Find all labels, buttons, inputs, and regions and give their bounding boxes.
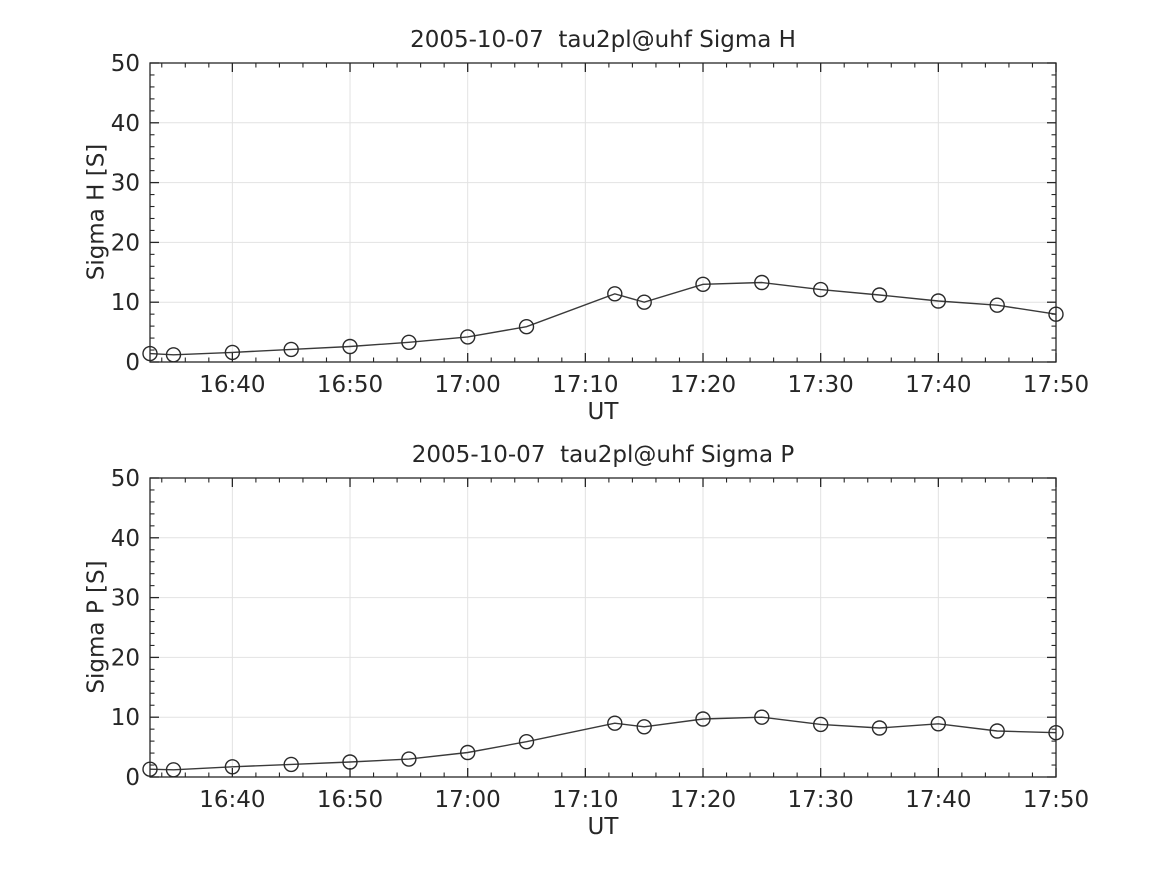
data-point-marker [813, 281, 829, 298]
x-tick-label: 17:10 [552, 787, 618, 813]
data-point-marker [607, 715, 623, 731]
x-tick-label: 17:40 [905, 787, 971, 813]
x-tick-label: 17:50 [1023, 372, 1089, 398]
y-tick-label: 20 [111, 230, 140, 256]
data-point-marker [754, 274, 770, 291]
y-tick-label: 0 [125, 350, 140, 376]
data-point-marker [695, 711, 711, 727]
y-tick-label: 20 [111, 645, 140, 671]
data-line-sigma-p [149, 716, 1057, 771]
data-point-marker [871, 720, 888, 736]
x-tick-label: 16:50 [317, 787, 383, 813]
data-point-marker [695, 276, 711, 292]
x-tick-label: 17:10 [552, 372, 618, 398]
x-tick-label: 17:20 [670, 372, 736, 398]
chart-title-sigma-p: 2005-10-07 tau2pl@uhf Sigma P [411, 442, 795, 468]
data-point-marker [401, 751, 417, 767]
y-tick-label: 40 [111, 526, 140, 552]
y-tick-label: 30 [111, 171, 140, 197]
x-tick-label: 16:50 [317, 372, 383, 398]
chart-title-sigma-h: 2005-10-07 tau2pl@uhf Sigma H [410, 27, 796, 53]
data-point-marker [754, 709, 770, 725]
x-tick-label: 17:30 [788, 372, 854, 398]
y-tick-label: 50 [111, 51, 140, 77]
data-point-marker [636, 719, 652, 735]
x-tick-label: 17:00 [435, 372, 501, 398]
y-tick-label: 10 [111, 290, 140, 316]
data-point-marker [283, 341, 299, 358]
x-tick-label: 17:30 [788, 787, 854, 813]
y-tick-label: 40 [111, 111, 140, 137]
data-line-sigma-h [149, 281, 1057, 356]
axes-box [149, 62, 1057, 363]
data-point-marker [813, 716, 829, 733]
x-tick-label: 17:00 [435, 787, 501, 813]
data-point-marker [518, 734, 535, 750]
y-tick-label: 10 [111, 705, 140, 731]
x-tick-label: 16:40 [199, 787, 265, 813]
y-tick-label: 0 [125, 765, 140, 791]
y-tick-label: 50 [111, 466, 140, 492]
data-point-marker [283, 756, 299, 773]
y-axis-label-sigma-h: Sigma H [S] [83, 143, 110, 281]
axes-box [149, 477, 1057, 778]
data-point-marker [930, 716, 946, 732]
y-axis-label-sigma-p: Sigma P [S] [83, 560, 110, 694]
data-point-marker [989, 297, 1005, 313]
data-point-marker [460, 329, 476, 345]
data-point-marker [636, 294, 652, 310]
data-point-marker [930, 293, 946, 309]
data-point-marker [607, 286, 623, 302]
data-point-marker [460, 744, 476, 761]
data-point-marker [989, 723, 1005, 739]
x-tick-label: 16:40 [199, 372, 265, 398]
x-tick-label: 17:50 [1023, 787, 1089, 813]
x-tick-label: 17:20 [670, 787, 736, 813]
x-tick-label: 17:40 [905, 372, 971, 398]
data-point-marker [401, 334, 417, 350]
data-point-marker [871, 287, 888, 303]
x-axis-label-sigma-p: UT [587, 814, 619, 840]
y-tick-label: 30 [111, 586, 140, 612]
x-axis-label-sigma-h: UT [587, 399, 619, 425]
data-point-marker [518, 319, 535, 335]
